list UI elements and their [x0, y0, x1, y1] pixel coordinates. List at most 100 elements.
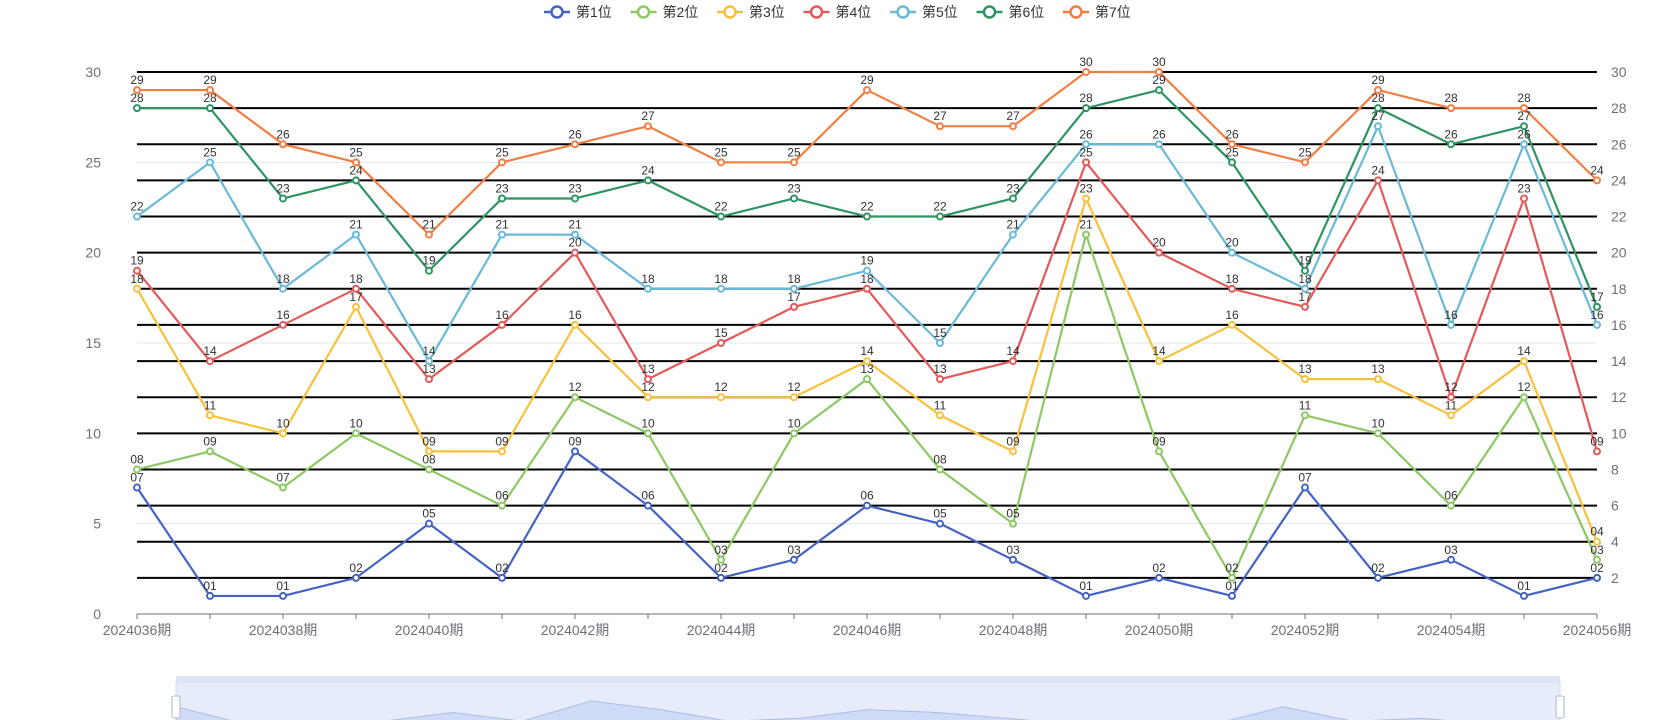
data-point[interactable]	[571, 140, 579, 149]
data-point[interactable]	[1447, 320, 1455, 329]
data-point[interactable]	[498, 320, 506, 329]
data-point[interactable]	[352, 429, 360, 438]
data-point[interactable]	[1228, 248, 1236, 257]
data-point[interactable]	[352, 176, 360, 185]
data-point[interactable]	[1301, 411, 1309, 420]
data-point[interactable]	[717, 212, 725, 221]
data-point[interactable]	[1374, 104, 1382, 113]
data-point[interactable]	[1447, 555, 1455, 564]
data-point[interactable]	[1301, 266, 1309, 275]
data-point[interactable]	[425, 465, 433, 474]
legend-item-4[interactable]: 第4位	[803, 4, 872, 20]
data-point[interactable]	[498, 573, 506, 582]
data-point[interactable]	[1009, 447, 1017, 456]
data-point[interactable]	[644, 393, 652, 402]
data-point[interactable]	[425, 375, 433, 384]
data-point[interactable]	[1082, 140, 1090, 149]
data-point[interactable]	[1301, 284, 1309, 293]
data-point[interactable]	[1520, 140, 1528, 149]
data-point[interactable]	[936, 212, 944, 221]
data-point[interactable]	[717, 284, 725, 293]
data-point[interactable]	[1082, 68, 1090, 76]
data-point[interactable]	[1301, 302, 1309, 311]
data-point[interactable]	[133, 266, 141, 275]
data-point[interactable]	[790, 555, 798, 564]
data-point[interactable]	[133, 465, 141, 474]
data-point[interactable]	[1082, 158, 1090, 167]
data-point[interactable]	[1374, 573, 1382, 582]
data-point[interactable]	[279, 483, 287, 492]
data-point[interactable]	[352, 230, 360, 239]
data-point[interactable]	[936, 122, 944, 131]
legend-item-6[interactable]: 第6位	[976, 4, 1045, 20]
data-point[interactable]	[644, 501, 652, 510]
data-point[interactable]	[1374, 176, 1382, 185]
data-point[interactable]	[1082, 230, 1090, 239]
data-point[interactable]	[206, 357, 214, 366]
data-point[interactable]	[279, 320, 287, 329]
data-point[interactable]	[133, 483, 141, 492]
data-point[interactable]	[206, 411, 214, 420]
data-point[interactable]	[206, 447, 214, 456]
data-point[interactable]	[1520, 591, 1528, 600]
data-point[interactable]	[936, 465, 944, 474]
series-points[interactable]	[133, 68, 1601, 600]
data-point[interactable]	[1301, 158, 1309, 167]
data-point[interactable]	[863, 357, 871, 366]
data-point[interactable]	[498, 447, 506, 456]
data-point[interactable]	[1374, 429, 1382, 438]
data-point[interactable]	[1009, 555, 1017, 564]
legend-item-1[interactable]: 第1位	[544, 4, 612, 20]
data-point[interactable]	[863, 284, 871, 293]
data-point[interactable]	[644, 375, 652, 384]
data-point[interactable]	[279, 194, 287, 203]
data-point[interactable]	[863, 212, 871, 221]
data-point[interactable]	[1520, 393, 1528, 402]
zoom-handle-bar[interactable]	[176, 676, 1560, 684]
data-point[interactable]	[1155, 140, 1163, 149]
data-point[interactable]	[863, 375, 871, 384]
data-point[interactable]	[1374, 86, 1382, 95]
data-point[interactable]	[133, 284, 141, 293]
data-point[interactable]	[936, 375, 944, 384]
data-point[interactable]	[936, 411, 944, 420]
data-point[interactable]	[498, 501, 506, 510]
data-point[interactable]	[790, 194, 798, 203]
data-point[interactable]	[644, 176, 652, 185]
data-point[interactable]	[206, 158, 214, 167]
data-point[interactable]	[863, 86, 871, 95]
data-point[interactable]	[425, 266, 433, 275]
data-point[interactable]	[1009, 194, 1017, 203]
data-point[interactable]	[1520, 194, 1528, 203]
zoom-right-handle[interactable]	[1555, 695, 1565, 719]
legend-item-3[interactable]: 第3位	[717, 4, 785, 20]
data-point[interactable]	[644, 122, 652, 131]
data-point[interactable]	[1593, 573, 1601, 582]
data-point[interactable]	[936, 519, 944, 528]
data-point[interactable]	[279, 591, 287, 600]
data-point[interactable]	[1447, 411, 1455, 420]
data-point[interactable]	[1593, 447, 1601, 456]
data-point[interactable]	[1447, 104, 1455, 113]
data-point[interactable]	[352, 302, 360, 311]
data-point[interactable]	[1447, 140, 1455, 149]
data-point[interactable]	[425, 519, 433, 528]
data-point[interactable]	[717, 573, 725, 582]
data-point[interactable]	[279, 140, 287, 149]
data-point[interactable]	[498, 230, 506, 239]
data-point[interactable]	[206, 591, 214, 600]
data-point[interactable]	[1009, 230, 1017, 239]
data-point[interactable]	[1082, 194, 1090, 203]
legend-item-5[interactable]: 第5位	[890, 4, 958, 20]
data-point[interactable]	[279, 429, 287, 438]
data-point[interactable]	[717, 158, 725, 167]
data-point[interactable]	[790, 158, 798, 167]
legend-item-2[interactable]: 第2位	[630, 4, 699, 20]
data-point[interactable]	[1301, 375, 1309, 384]
data-point[interactable]	[571, 248, 579, 257]
data-point[interactable]	[352, 573, 360, 582]
data-point[interactable]	[352, 284, 360, 293]
data-point[interactable]	[133, 86, 141, 95]
data-point[interactable]	[1593, 555, 1601, 564]
zoom-left-handle[interactable]	[171, 695, 181, 719]
